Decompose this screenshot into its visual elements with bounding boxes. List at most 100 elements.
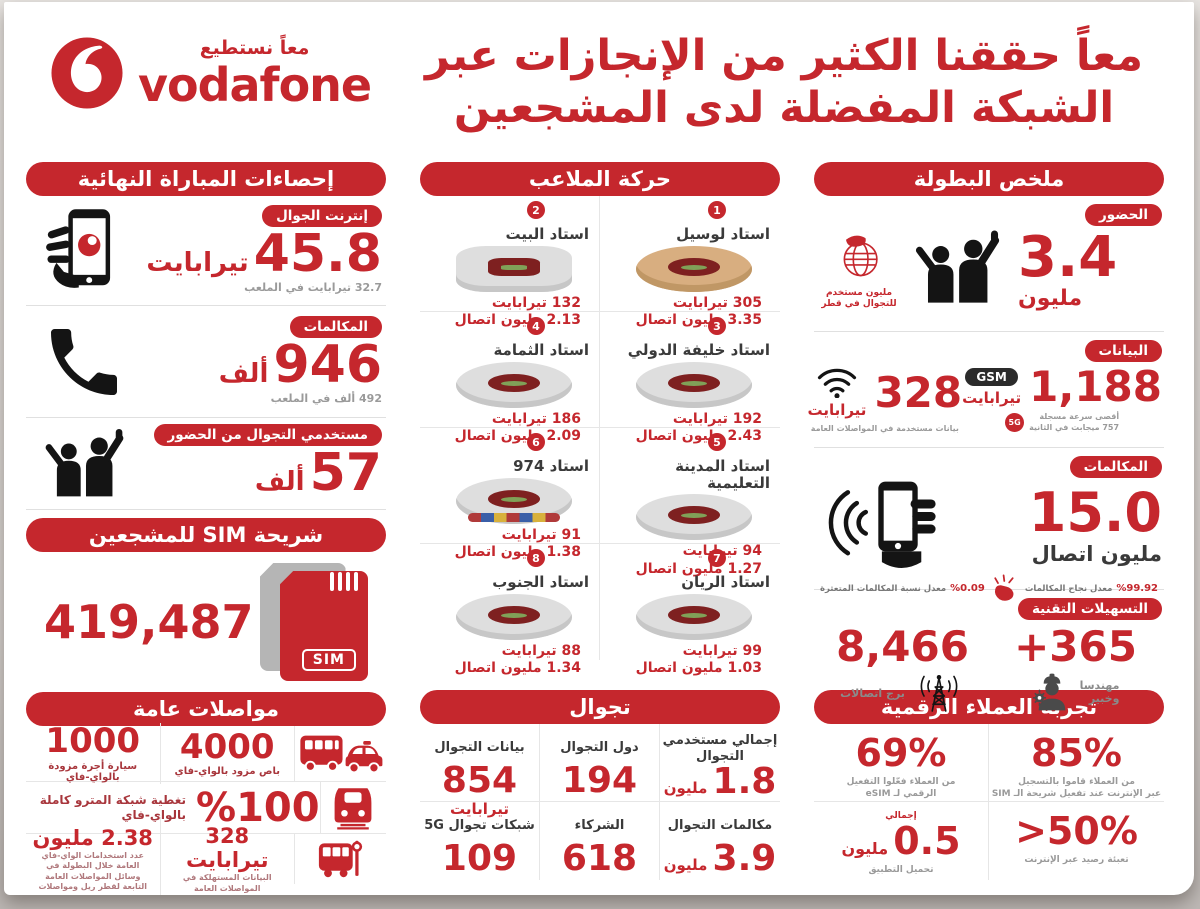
- speed-note: أقصى سرعة مسجلة 757 ميجابت في الثانية: [1029, 412, 1120, 432]
- column-tournament-summary: ملخص البطولة الحضور 3.4 مليون: [807, 162, 1164, 884]
- digital-cell-online-topup: >50% تعبئة رصيد عبر الإنترنت: [1015, 809, 1138, 865]
- engineers-caption: مهندسا وخبير: [1079, 679, 1120, 706]
- sim-card-icon: SIM: [254, 563, 368, 681]
- digital-value: >50%: [1015, 809, 1138, 853]
- sim-card-label: SIM: [301, 649, 356, 671]
- transport-bus-c ell: 4000 باص مزود بالواي-فاي: [159, 722, 295, 785]
- roaming-label: مكالمات التجوال: [667, 818, 773, 834]
- engineer-icon: [1032, 673, 1065, 711]
- bus-count: 4000: [179, 726, 275, 767]
- stadium-number-badge: 1: [708, 201, 726, 219]
- roaming-value: 109: [441, 838, 518, 879]
- fans-icon: [902, 228, 1012, 312]
- data-badge: البيانات: [1084, 340, 1162, 363]
- digital-cell-online-registration: 85% من العملاء قاموا بالتسجيل عبر الإنترن…: [989, 724, 1164, 802]
- phone-in-hand-icon: [26, 205, 142, 297]
- stadium-illustration: [456, 593, 572, 640]
- mobile-internet-unit: تيرابايت: [146, 247, 249, 278]
- roaming-label: الشركاء: [574, 818, 625, 834]
- attendance-block: الحضور 3.4 مليون: [814, 196, 1164, 332]
- fan-sim-value: 419,487: [44, 595, 254, 649]
- stadium-number-badge: 4: [527, 317, 545, 335]
- metro-icon: [319, 782, 386, 833]
- digital-grid: 85% من العملاء قاموا بالتسجيل عبر الإنترن…: [814, 724, 1164, 880]
- stadium-name: استاد البيت: [505, 225, 589, 243]
- wifi-data-value: 328: [874, 367, 963, 417]
- mobile-internet-value: 45.8: [253, 223, 382, 284]
- stadium-name: استاد الريان: [681, 573, 770, 591]
- attendance-value: 3.4: [1018, 224, 1118, 290]
- engineers-cell: +365 مهندسا وخبير: [989, 626, 1162, 714]
- summary-calls-value: 15.0: [1028, 481, 1162, 545]
- roaming-label: إجمالي مستخدمي التجوال: [662, 733, 778, 764]
- summary-calls-badge: المكالمات: [1069, 456, 1162, 479]
- digital-value: 85%: [1031, 731, 1122, 775]
- calls-quality-notes: %99.92 معدل نجاح المكالمات %0.09 معدل نس…: [816, 572, 1162, 602]
- globe-caption: مليون مستخدم للتجوال في قطر: [821, 287, 897, 310]
- roaming-cell-calls: مكالمات التجوال 3.9 مليون: [660, 802, 780, 880]
- call-success-rate: %99.92: [1116, 582, 1158, 594]
- roaming-cell-total-users: إجمالي مستخدمي التجوال 1.8 مليون: [660, 724, 780, 802]
- stadium-illustration: [456, 245, 572, 292]
- tram-icon: [294, 834, 386, 884]
- roaming-unit: مليون: [663, 779, 708, 798]
- calls-caption: 492 ألف في الملعب: [270, 392, 382, 406]
- transport-data-value: 328 تيرابايت: [185, 824, 269, 873]
- wifi-icon: [817, 368, 857, 399]
- digital-value: 69%: [855, 731, 947, 775]
- calls-value: 946: [273, 334, 382, 395]
- towers-value: 8,466: [836, 622, 969, 672]
- clapping-hands-icon: [994, 574, 1014, 601]
- stadium-name: استاد لوسيل: [676, 225, 770, 243]
- section-header-tournament-summary: ملخص البطولة: [814, 162, 1164, 196]
- stadium-number-badge: 7: [708, 549, 726, 567]
- transport-row-data: 328 تيرابايت البيانات المستهلكة في الموا…: [26, 817, 386, 895]
- stadium-illustration: [456, 477, 572, 524]
- transport-wifi-uses-cell: 2.38 مليون عدد استخدامات الواي-فاي العام…: [26, 819, 160, 895]
- towers-caption: برج اتصالات: [840, 686, 905, 700]
- handset-icon: [26, 318, 142, 406]
- roaming-unit: تيرابايت: [449, 800, 509, 818]
- call-success-label: معدل نجاح المكالمات: [1024, 583, 1113, 594]
- stadium-illustration: [456, 361, 572, 408]
- stadium-name: استاد الثمامة: [493, 341, 589, 359]
- stadium-illustration: [636, 593, 752, 640]
- transport-row-vehicles: 4000 باص مزود بالواي-فاي 1000 سيارة أجرة…: [26, 722, 386, 785]
- taxi-count: 1000: [45, 721, 141, 762]
- stadium-number-badge: 3: [708, 317, 726, 335]
- metro-coverage: %100: [196, 784, 320, 831]
- stat-calls: المكالمات 946 ألف 492 ألف في الملعب: [26, 306, 386, 418]
- facilities-badge: التسهيلات التقنية: [1017, 598, 1162, 621]
- telecom-tower-icon: [920, 675, 958, 713]
- 5g-badge: 5G: [1005, 413, 1025, 433]
- brand-tagline: معاً نستطيع: [199, 36, 310, 59]
- transport-taxi-cell: 1000 سيارة أجرة مزودة بالواي-فاي: [26, 717, 160, 790]
- roaming-unit: مليون: [663, 856, 708, 874]
- columns: ملخص البطولة الحضور 3.4 مليون: [26, 162, 1164, 895]
- section-header-fan-sim: شريحة SIM للمشجعين: [26, 518, 386, 552]
- stadium-illustration: [636, 494, 752, 540]
- digital-value: 0.5: [893, 819, 961, 863]
- mobile-internet-badge: إنترنت الجوال: [262, 204, 382, 227]
- brand-name: vodafone: [138, 57, 372, 112]
- transport-metro-cell: %100 تغطية شبكة المترو كاملة بالواي-فاي: [26, 785, 320, 831]
- stadium-name: استاد المدينة التعليمية: [675, 457, 770, 492]
- stadium-cell-lusail: 1 استاد لوسيل 305 تيرابايت 3.35 مليون اتص…: [600, 196, 780, 328]
- globe-icon: [843, 235, 878, 276]
- attendance-badge: الحضور: [1085, 204, 1162, 227]
- roaming-value: 1.8: [712, 761, 777, 803]
- wifi-data-caption: بيانات مستخدمة في المواصلات العامة: [810, 424, 959, 434]
- section-header-digital-experience: تجربة العملاء الرقمية: [814, 690, 1164, 724]
- roaming-cell-partners: الشركاء 618: [540, 802, 660, 880]
- digital-sup-label: إجمالي: [885, 811, 917, 821]
- stadiums-grid: 1 استاد لوسيل 305 تيرابايت 3.35 مليون اتص…: [420, 196, 780, 676]
- wifi-data-group: 328 تيرابايت: [807, 366, 962, 434]
- page-title: معاً حققنا الكثير من الإنجازات عبر الشبك…: [394, 30, 1174, 135]
- metro-caption: تغطية شبكة المترو كاملة بالواي-فاي: [39, 792, 186, 822]
- stadium-name: استاد خليفة الدولي: [627, 341, 770, 359]
- calls-unit: ألف: [218, 358, 269, 389]
- digital-cell-esim-activation: 69% من العملاء فعّلوا التفعيل الرقمي لـ e…: [814, 724, 989, 802]
- sim-block: SIM 419,487: [26, 552, 386, 692]
- roaming-grid: إجمالي مستخدمي التجوال 1.8 مليون دول الت…: [420, 724, 780, 880]
- calls-badge: المكالمات: [289, 315, 382, 338]
